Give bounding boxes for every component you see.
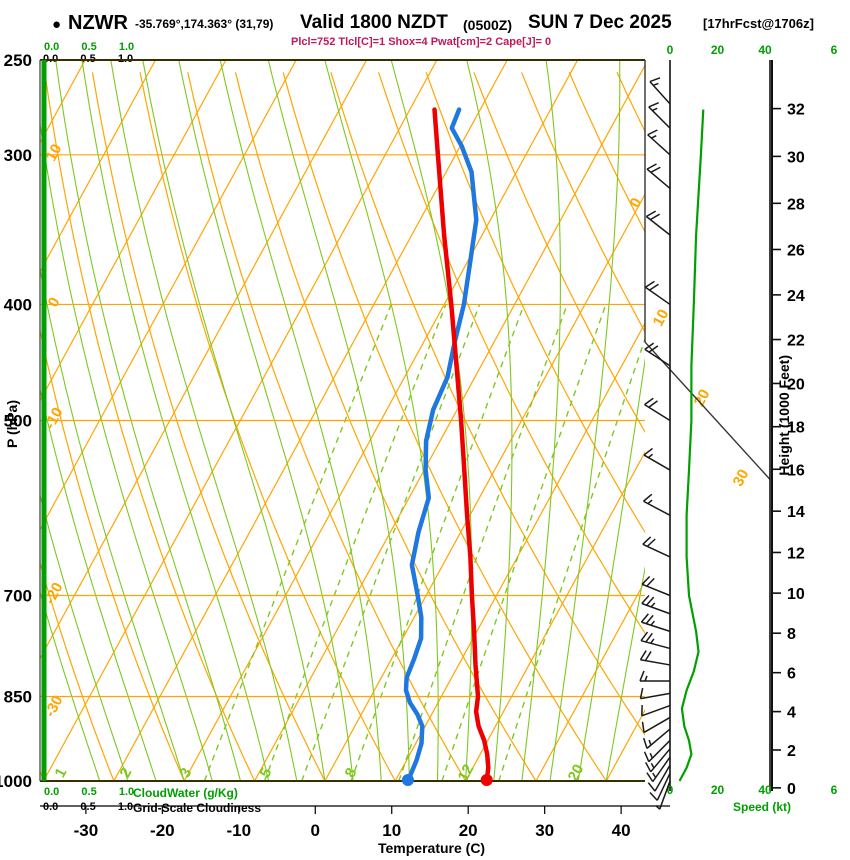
svg-text:8: 8 <box>787 626 796 643</box>
cloudwater-tick-0: 0.0 <box>44 41 60 53</box>
svg-text:40: 40 <box>758 783 772 797</box>
svg-text:1: 1 <box>52 765 71 780</box>
cloudiness-b-0: 0.0 <box>43 801 59 813</box>
svg-text:10: 10 <box>787 586 805 603</box>
svg-text:0: 0 <box>787 781 796 798</box>
svg-text:4: 4 <box>787 705 796 722</box>
valid-time-utc: (0500Z) <box>463 17 513 33</box>
forecast-hour: [17hrFcst@1706z] <box>703 16 814 31</box>
temperature-axis-label: Temperature (C) <box>378 840 486 856</box>
svg-text:12: 12 <box>455 762 478 785</box>
valid-date: SUN 7 Dec 2025 <box>528 12 672 33</box>
svg-text:1000: 1000 <box>0 772 32 791</box>
svg-text:10: 10 <box>43 141 66 164</box>
svg-text:6: 6 <box>787 666 796 683</box>
svg-text:250: 250 <box>4 51 32 70</box>
svg-text:0: 0 <box>311 821 320 840</box>
svg-text:20: 20 <box>459 821 478 840</box>
svg-text:12: 12 <box>787 545 805 562</box>
svg-text:20: 20 <box>711 43 725 57</box>
svg-text:10: 10 <box>382 821 401 840</box>
cloudwater-tick-1: 0.5 <box>81 41 97 53</box>
svg-text:0: 0 <box>667 43 674 57</box>
svg-text:30: 30 <box>787 149 805 166</box>
svg-text:10: 10 <box>650 307 673 330</box>
svg-text:6: 6 <box>831 783 838 797</box>
svg-text:22: 22 <box>787 333 805 350</box>
svg-text:30: 30 <box>535 821 554 840</box>
svg-text:6: 6 <box>831 43 838 57</box>
svg-text:40: 40 <box>758 43 772 57</box>
svg-text:20: 20 <box>565 762 588 785</box>
svg-text:14: 14 <box>787 504 805 521</box>
cloudwater-scale-top: 0.0 0.5 1.0 <box>44 41 134 53</box>
station-coordinates: -35.769°,174.363° (31,79) <box>135 17 274 31</box>
speed-axis-label: Speed (kt) <box>733 800 792 814</box>
cloudiness-scale-bottom: 0.0 0.5 1.0 <box>43 801 133 813</box>
svg-text:400: 400 <box>4 295 32 314</box>
cloudwater-legend-label: CloudWater (g/Kg) <box>133 786 238 800</box>
svg-text:24: 24 <box>787 288 805 305</box>
station-id: NZWR <box>68 12 128 34</box>
svg-text:300: 300 <box>4 146 32 165</box>
cloudwater-scale-bottom: 0.0 0.5 1.0 <box>44 786 134 798</box>
valid-time: Valid 1800 NZDT <box>300 12 448 33</box>
svg-text:-20: -20 <box>150 821 175 840</box>
cloudiness-legend-label: Grid-Scale Cloudiness <box>133 801 262 815</box>
svg-text:20: 20 <box>691 387 714 410</box>
svg-text:20: 20 <box>787 376 805 393</box>
svg-text:18: 18 <box>787 420 805 437</box>
cloudwater-b-0: 0.0 <box>44 786 60 798</box>
svg-text:16: 16 <box>787 462 805 479</box>
svg-text:-30: -30 <box>74 821 99 840</box>
svg-text:32: 32 <box>787 102 805 119</box>
station-marker-dot: ● <box>52 16 62 33</box>
svg-text:28: 28 <box>787 196 805 213</box>
svg-text:0: 0 <box>667 783 674 797</box>
svg-text:-10: -10 <box>227 821 252 840</box>
cloudiness-b-1: 0.5 <box>80 801 96 813</box>
svg-text:3: 3 <box>177 765 196 780</box>
svg-text:700: 700 <box>4 586 32 605</box>
height-axis-label: Height (1000 Feet) <box>776 355 792 476</box>
cloudwater-tick-2: 1.0 <box>118 41 135 53</box>
svg-text:30: 30 <box>730 467 753 490</box>
cloudwater-b-1: 0.5 <box>81 786 97 798</box>
svg-text:26: 26 <box>787 242 805 259</box>
svg-text:500: 500 <box>4 412 32 431</box>
sounding-indices: Plcl=752 Tlcl[C]=1 Shox=4 Pwat[cm]=2 Cap… <box>291 36 552 48</box>
svg-text:850: 850 <box>4 687 32 706</box>
cloudiness-b-2: 1.0 <box>117 801 134 813</box>
svg-text:2: 2 <box>117 765 136 780</box>
svg-text:20: 20 <box>711 783 725 797</box>
svg-text:40: 40 <box>612 821 631 840</box>
svg-text:2: 2 <box>787 743 796 760</box>
pressure-axis-label: P (hPa) <box>4 400 20 448</box>
cloudwater-b-2: 1.0 <box>118 786 135 798</box>
